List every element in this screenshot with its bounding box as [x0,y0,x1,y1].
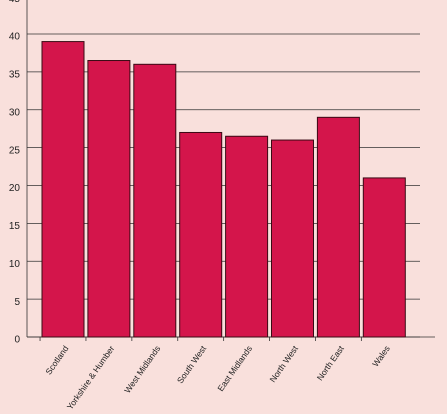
y-tick-label: 35 [9,70,21,81]
bar [316,116,360,338]
y-tick-label: 45 [9,0,21,5]
y-tick-label: 10 [9,259,21,270]
y-tick-label: 0 [14,335,20,346]
bar [41,41,85,338]
bar [87,60,131,338]
bar [271,139,314,338]
bar [179,131,223,338]
y-tick-label: 30 [9,107,21,118]
bar [362,177,406,338]
bar [225,135,269,338]
y-tick-label: 5 [14,297,20,308]
y-tick-label: 20 [9,183,21,194]
bar [133,63,177,338]
y-tick-label: 25 [9,145,21,156]
y-tick-label: 15 [9,221,21,232]
y-tick-label: 40 [9,32,21,43]
